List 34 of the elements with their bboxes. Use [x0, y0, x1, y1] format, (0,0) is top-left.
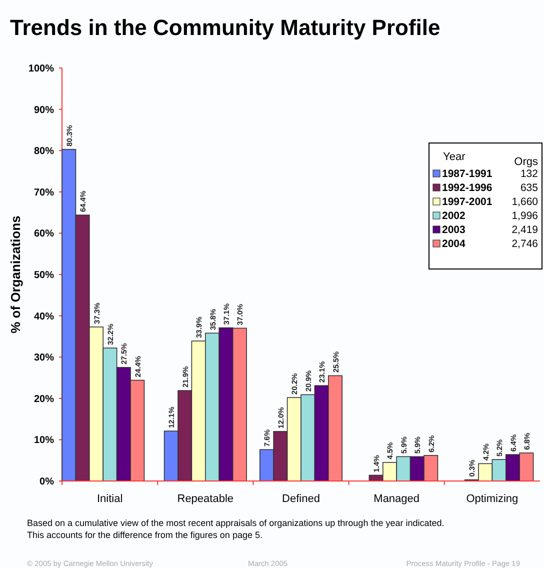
- y-tick-label: 100%: [28, 64, 54, 74]
- legend-label: 1992-1996: [442, 182, 492, 194]
- y-tick-label: 10%: [34, 435, 54, 446]
- legend-label: 1997-2001: [442, 196, 492, 208]
- annotation: 132: [520, 168, 538, 180]
- y-tick-label: 0%: [40, 476, 54, 488]
- x-tick-label: Defined: [282, 493, 320, 505]
- text: This accounts for the difference from the figures on page 5.: [27, 530, 262, 540]
- annotation: 1,996: [512, 210, 538, 222]
- x-tick-label: Managed: [374, 493, 420, 505]
- y-tick-label: 40%: [34, 311, 54, 322]
- y-axis-title: % of Organizations: [8, 216, 23, 334]
- y-tick-label: 60%: [34, 228, 54, 240]
- annotation: 2,419: [512, 224, 538, 236]
- x-tick-label: Repeatable: [177, 493, 234, 505]
- chart-title: Trends in the Community Maturity Profile: [10, 15, 440, 40]
- y-tick-label: 70%: [34, 187, 54, 198]
- legend-label: 2003: [442, 224, 466, 236]
- annotation: 1,660: [512, 196, 538, 208]
- x-tick-label: Optimizing: [466, 493, 518, 505]
- y-tick-label: 30%: [34, 352, 54, 364]
- legend-label: 1987-1991: [442, 168, 492, 180]
- y-tick-label: 90%: [34, 104, 54, 116]
- annotation: 2,746: [512, 238, 538, 250]
- legend-title: Year: [443, 151, 466, 163]
- text: Based on a cumulative view of the most recent appraisals of organizations up through the year indicated.: [27, 518, 444, 528]
- y-tick-label: 20%: [34, 394, 54, 405]
- y-tick-label: 80%: [34, 146, 54, 158]
- legend-label: 2004: [442, 238, 466, 250]
- annotation: 635: [520, 182, 538, 194]
- legend-label: 2002: [442, 210, 466, 222]
- x-tick-label: Initial: [96, 493, 123, 505]
- y-tick-label: 50%: [34, 270, 54, 281]
- annotation: Orgs: [514, 156, 538, 168]
